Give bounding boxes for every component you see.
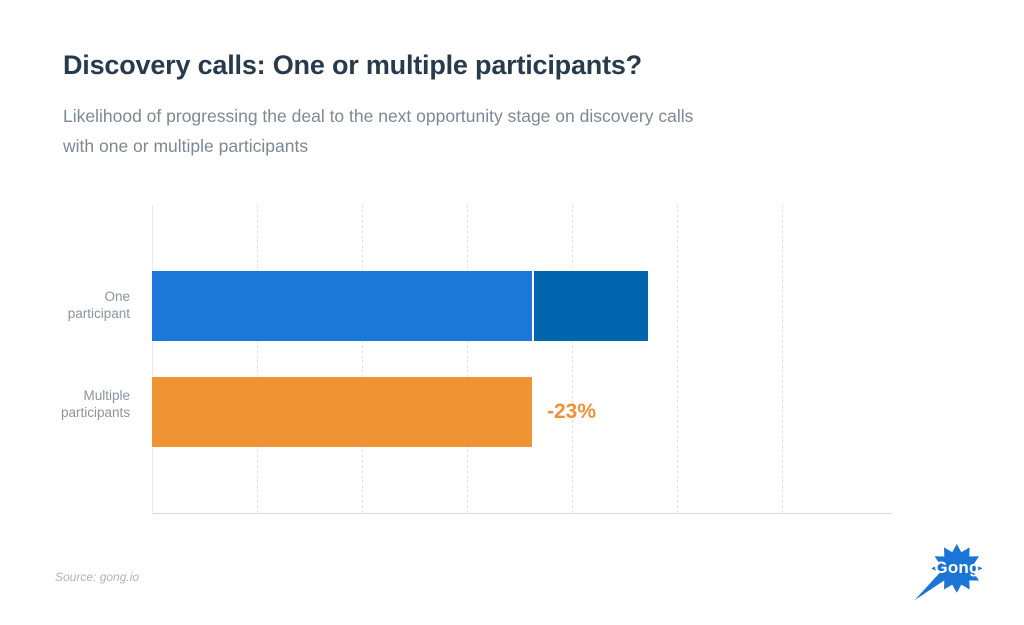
page-title: Discovery calls: One or multiple partici…: [63, 50, 642, 80]
y-axis-line: [152, 205, 153, 514]
gong-logo: Gong: [912, 541, 992, 605]
gridline: [467, 205, 468, 513]
subtitle-line-1: Likelihood of progressing the deal to th…: [63, 106, 694, 126]
bar-one-participant-base: [152, 271, 532, 341]
source-caption: Source: gong.io: [55, 570, 140, 584]
gridline: [782, 205, 783, 513]
x-axis-line: [152, 513, 892, 514]
gridline: [677, 205, 678, 513]
bar-one-participant-extra: [534, 271, 648, 341]
bar-annotation: -23%: [547, 400, 597, 423]
gong-logo-burst-icon: [914, 544, 983, 601]
bar-multiple-participants: [152, 377, 532, 447]
gridline: [362, 205, 363, 513]
page-subtitle: Likelihood of progressing the deal to th…: [63, 101, 883, 161]
gridline: [257, 205, 258, 513]
gong-logo-shape: [914, 544, 983, 601]
category-label-one-participant: One participant: [67, 289, 130, 321]
gong-logo-text: Gong: [934, 558, 980, 577]
gridline: [572, 205, 573, 513]
subtitle-line-2: with one or multiple participants: [63, 136, 309, 156]
bar-chart: -23%: [152, 205, 892, 514]
category-label-multiple-participants: Multiple participants: [60, 388, 130, 420]
